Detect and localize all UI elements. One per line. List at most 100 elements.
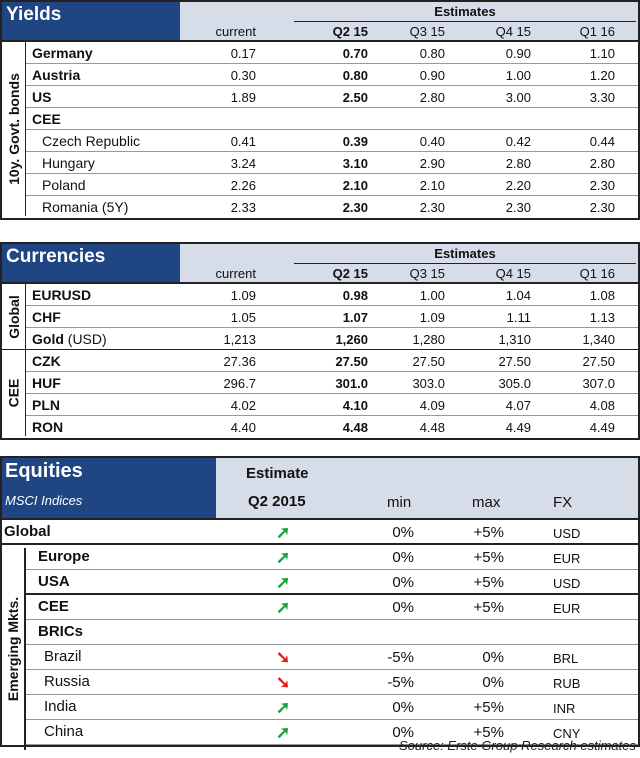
cell-value: 4.49: [505, 420, 531, 435]
table-row: India ➚ 0% +5% INR: [26, 695, 638, 720]
cell-min: 0%: [392, 549, 414, 566]
cell-value: 2.30: [589, 200, 615, 215]
cell-fx: USD: [553, 576, 581, 591]
cell-value: 2.30: [419, 200, 445, 215]
cell-value: 0.90: [419, 68, 445, 83]
cell-value: 0.39: [342, 134, 368, 149]
cell-max: +5%: [473, 699, 504, 716]
cell-value: 27.50: [412, 354, 445, 369]
row-label: Europe: [38, 548, 90, 565]
table-row: Austria 0.30 0.80 0.90 1.00 1.20: [26, 64, 638, 86]
cell-value: 27.36: [223, 354, 256, 369]
cell-min: 0%: [392, 699, 414, 716]
cell-value: 1.00: [505, 68, 531, 83]
table-row: Romania (5Y) 2.33 2.30 2.30 2.30 2.30: [26, 196, 638, 218]
cell-value: 1.09: [230, 288, 256, 303]
table-row: USA ➚ 0% +5% USD: [26, 570, 638, 595]
equities-title: Equities: [5, 460, 83, 482]
row-label: China: [44, 723, 84, 740]
cell-value: 2.30: [505, 200, 531, 215]
cell-value: 0.41: [230, 134, 256, 149]
cell-value: 4.48: [419, 420, 445, 435]
side-label: 10y. Govt. bonds: [2, 42, 26, 216]
arrow-up-icon: ➚: [276, 523, 291, 542]
cell-max: 0%: [482, 674, 504, 691]
cell-value: 2.80: [589, 156, 615, 171]
table-row: EURUSD 1.09 0.98 1.00 1.04 1.08: [26, 284, 638, 306]
table-row: US 1.89 2.50 2.80 3.00 3.30: [26, 86, 638, 108]
row-label: India: [44, 698, 77, 715]
cell-max: +5%: [473, 574, 504, 591]
equities-table: Equities MSCI Indices Estimate Q2 2015 m…: [0, 456, 640, 750]
table-row: Russia ➘ -5% 0% RUB: [26, 670, 638, 695]
table-row: HUF 296.7 301.0 303.0 305.0 307.0: [26, 372, 638, 394]
estimate-label: Estimate: [246, 465, 309, 482]
cell-value: 2.80: [419, 90, 445, 105]
col-q4: Q4 15: [495, 266, 531, 281]
col-q2: Q2 15: [332, 24, 368, 39]
col-q3: Q3 15: [409, 266, 445, 281]
table-row: CZK 27.36 27.50 27.50 27.50 27.50: [26, 350, 638, 372]
row-label: Czech Republic: [42, 133, 141, 149]
row-label: RON: [32, 419, 64, 435]
table-row: Hungary 3.24 3.10 2.90 2.80 2.80: [26, 152, 638, 174]
row-label: Germany: [32, 45, 93, 61]
group-global-label: Global: [2, 284, 26, 350]
cell-min: -5%: [387, 649, 414, 666]
table-row: CHF 1.05 1.07 1.09 1.11 1.13: [26, 306, 638, 328]
row-label: PLN: [32, 397, 60, 413]
col-min: min: [387, 494, 412, 511]
cell-value: 3.24: [230, 156, 256, 171]
cell-max: +5%: [473, 549, 504, 566]
estimates-label: Estimates: [294, 4, 636, 22]
table-row: PLN 4.02 4.10 4.09 4.07 4.08: [26, 394, 638, 416]
cell-value: 4.07: [505, 398, 531, 413]
cell-min: 0%: [392, 599, 414, 616]
cell-value: 1,310: [498, 332, 531, 347]
cell-fx: BRL: [553, 651, 579, 666]
cell-value: 2.10: [419, 178, 445, 193]
equities-subtitle: MSCI Indices: [5, 493, 83, 508]
table-row: CEE: [26, 108, 638, 130]
cell-value: 4.40: [230, 420, 256, 435]
cell-value: 1.11: [506, 310, 531, 325]
emerging-label: Emerging Mkts.: [2, 548, 26, 750]
cell-min: 0%: [392, 524, 414, 541]
col-q2: Q2 15: [332, 266, 368, 281]
cell-value: 1.89: [230, 90, 256, 105]
cell-value: 301.0: [335, 376, 368, 391]
cell-value: 0.30: [230, 68, 256, 83]
cell-value: 0.40: [419, 134, 445, 149]
table-row: Czech Republic 0.41 0.39 0.40 0.42 0.44: [26, 130, 638, 152]
cell-value: 2.50: [342, 90, 368, 105]
cell-value: 2.10: [342, 178, 368, 193]
cell-value: 1.04: [505, 288, 531, 303]
col-max: max: [472, 494, 501, 511]
cell-fx: CNY: [553, 726, 581, 741]
col-q1: Q1 16: [579, 266, 615, 281]
cell-value: 1.05: [230, 310, 256, 325]
row-label: Russia: [44, 673, 90, 690]
row-label: EURUSD: [32, 287, 92, 303]
cell-value: 2.80: [505, 156, 531, 171]
cell-value: 2.20: [505, 178, 531, 193]
row-label: Romania (5Y): [42, 199, 129, 215]
table-row: BRICs: [26, 620, 638, 645]
col-fx: FX: [553, 494, 573, 511]
arrow-down-icon: ➘: [276, 648, 291, 667]
row-label: CZK: [32, 353, 61, 369]
cell-fx: EUR: [553, 551, 581, 566]
cell-fx: INR: [553, 701, 576, 716]
row-label: BRICs: [38, 623, 84, 640]
table-row: Germany 0.17 0.70 0.80 0.90 1.10: [26, 42, 638, 64]
row-label: Gold (USD): [32, 331, 107, 347]
cell-value: 2.26: [230, 178, 256, 193]
table-row: Gold (USD) 1,213 1,260 1,280 1,310 1,340: [26, 328, 638, 350]
cell-value: 3.30: [589, 90, 615, 105]
cell-value: 0.80: [342, 68, 368, 83]
cell-value: 303.0: [412, 376, 445, 391]
currencies-table: Currencies Estimates current Q2 15 Q3 15…: [0, 242, 640, 440]
table-row: RON 4.40 4.48 4.48 4.49 4.49: [26, 416, 638, 438]
arrow-up-icon: ➚: [276, 698, 291, 717]
cell-fx: RUB: [553, 676, 581, 691]
